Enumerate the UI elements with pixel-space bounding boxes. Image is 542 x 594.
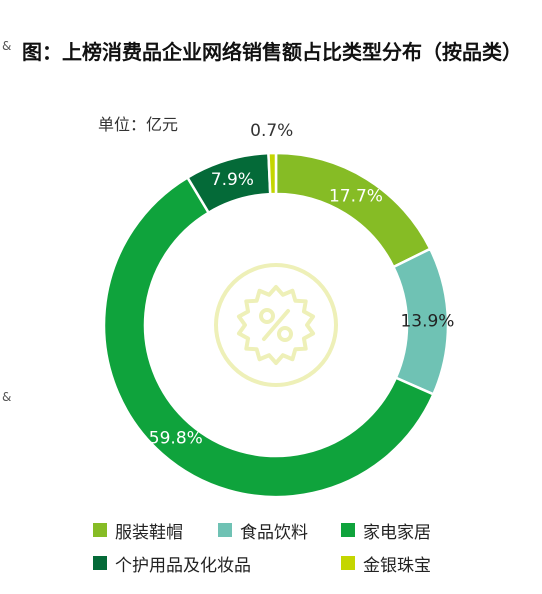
slice-apparel (274, 151, 432, 269)
unit-label: 单位：亿元 (98, 115, 179, 134)
legend-item-personal-care: 个护用品及化妆品 (93, 551, 341, 576)
data-labels: 17.7% 13.9% 59.8% 7.9% 0.7% (149, 121, 455, 449)
legend-label-personal-care: 个护用品及化妆品 (115, 555, 251, 576)
legend-label-home-appliance: 家电家居 (363, 522, 431, 543)
legend-label-jewelry: 金银珠宝 (363, 555, 431, 576)
legend-item-jewelry: 金银珠宝 (341, 551, 464, 576)
legend-row-2: 个护用品及化妆品 金银珠宝 (93, 551, 513, 576)
data-label-food-beverage: 13.9% (400, 312, 454, 332)
donut-slices (102, 151, 450, 499)
percent-dot-bottom (277, 326, 293, 342)
percent-badge-icon (214, 263, 338, 387)
legend-item-apparel: 服装鞋帽 (93, 518, 218, 543)
legend-label-apparel: 服装鞋帽 (115, 522, 183, 543)
legend-item-home-appliance: 家电家居 (341, 518, 431, 543)
legend-swatch-apparel (93, 523, 107, 537)
data-label-personal-care: 7.9% (211, 170, 254, 190)
percent-dot-top (259, 308, 275, 324)
data-label-jewelry: 0.7% (250, 121, 293, 141)
legend-swatch-home-appliance (341, 523, 355, 537)
legend-swatch-personal-care (93, 556, 107, 570)
badge-ring (214, 263, 338, 387)
legend-label-food-beverage: 食品饮料 (240, 522, 308, 543)
data-label-apparel: 17.7% (329, 186, 383, 206)
legend-row-1: 服装鞋帽 食品饮料 家电家居 (93, 518, 513, 543)
edge-mark-bottom: & (2, 390, 12, 404)
chart-title: 图：上榜消费品企业网络销售额占比类型分布（按品类） (22, 40, 522, 64)
data-label-home-appliance: 59.8% (149, 429, 203, 449)
badge-outline (236, 285, 316, 365)
chart-legend: 服装鞋帽 食品饮料 家电家居 个护用品及化妆品 金银珠宝 (93, 518, 513, 584)
edge-mark-top: & (2, 39, 12, 53)
legend-item-food-beverage: 食品饮料 (218, 518, 341, 543)
slice-jewelry (267, 151, 278, 196)
legend-swatch-food-beverage (218, 523, 232, 537)
legend-swatch-jewelry (341, 556, 355, 570)
percent-slash (262, 309, 290, 341)
slice-home-appliance (102, 175, 436, 499)
